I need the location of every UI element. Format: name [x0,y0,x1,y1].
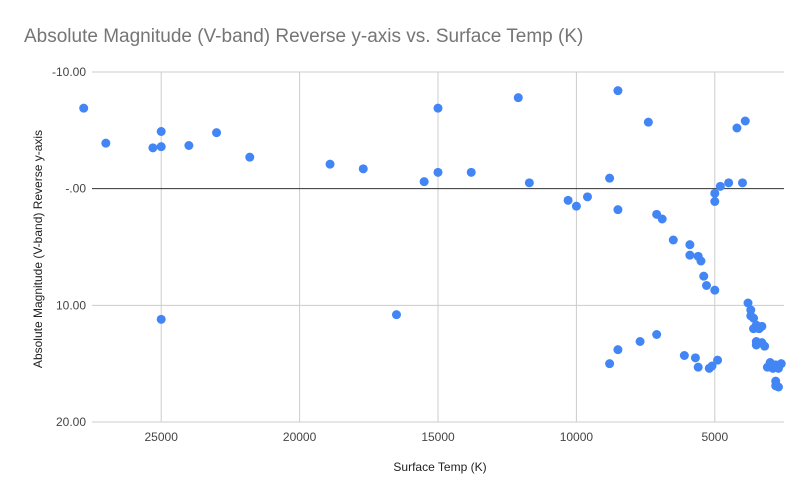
data-point[interactable] [710,285,720,295]
data-point[interactable] [643,117,653,127]
data-point[interactable] [715,181,725,191]
y-tick-label: 10.00 [56,298,86,312]
data-point[interactable] [563,195,573,205]
data-point[interactable] [605,173,615,183]
y-tick-label: 20.00 [56,415,86,429]
data-point[interactable] [433,103,443,113]
data-point[interactable] [433,167,443,177]
data-point[interactable] [743,298,753,308]
data-point[interactable] [245,152,255,162]
data-point[interactable] [699,271,709,281]
data-point[interactable] [184,141,194,150]
data-point[interactable] [749,313,759,323]
data-point[interactable] [613,205,623,215]
data-point[interactable] [685,240,695,250]
data-point[interactable] [707,361,717,371]
x-tick-label: 10000 [560,430,594,444]
data-point[interactable] [685,250,695,260]
data-point[interactable] [79,103,89,113]
data-point[interactable] [605,359,615,369]
data-point[interactable] [156,142,166,152]
data-point[interactable] [690,353,700,363]
y-tick-label: -.00 [65,182,86,196]
data-point[interactable] [757,321,767,331]
data-point[interactable] [358,164,368,174]
data-point[interactable] [635,337,645,346]
data-point[interactable] [391,310,401,320]
y-tick-label: -10.00 [52,65,86,79]
data-point[interactable] [613,345,623,355]
data-point[interactable] [679,351,689,360]
data-point[interactable] [657,214,667,224]
grid-lines [92,71,784,423]
data-point[interactable] [101,138,111,148]
data-point[interactable] [466,167,476,177]
data-point[interactable] [710,197,720,206]
data-point[interactable] [571,201,581,211]
data-point[interactable] [419,177,429,187]
data-point[interactable] [696,256,706,266]
data-point[interactable] [652,330,662,339]
y-axis-label: Absolute Magnitude (V-band) Reverse y-ax… [31,129,45,369]
data-point[interactable] [156,314,166,324]
data-point[interactable] [212,128,222,138]
tick-labels: 25000 20000 15000 10000 5000 -10.00 -.00 10.00 2… [52,65,729,444]
data-point[interactable] [710,188,720,198]
data-point[interactable] [325,159,335,169]
x-tick-label: 5000 [701,430,728,444]
data-point[interactable] [148,143,158,153]
x-axis-label: Surface Temp (K) [393,460,487,474]
data-point[interactable] [776,359,786,369]
x-tick-label: 15000 [421,430,455,444]
data-point[interactable] [524,178,534,188]
data-point[interactable] [582,192,592,202]
data-point[interactable] [724,178,734,188]
data-point[interactable] [732,123,742,133]
data-point[interactable] [668,235,678,245]
data-points [79,86,786,392]
data-point[interactable] [693,362,703,372]
x-tick-label: 25000 [145,430,179,444]
x-tick-label: 20000 [283,430,317,444]
data-point[interactable] [613,86,623,96]
data-point[interactable] [156,127,166,136]
data-point[interactable] [513,93,523,103]
chart-title: Absolute Magnitude (V-band) Reverse y-ax… [24,26,584,47]
data-point[interactable] [713,355,723,365]
data-point[interactable] [701,281,711,290]
data-point[interactable] [740,116,750,126]
data-point[interactable] [737,178,747,188]
data-point[interactable] [773,382,783,392]
data-point[interactable] [760,341,770,351]
